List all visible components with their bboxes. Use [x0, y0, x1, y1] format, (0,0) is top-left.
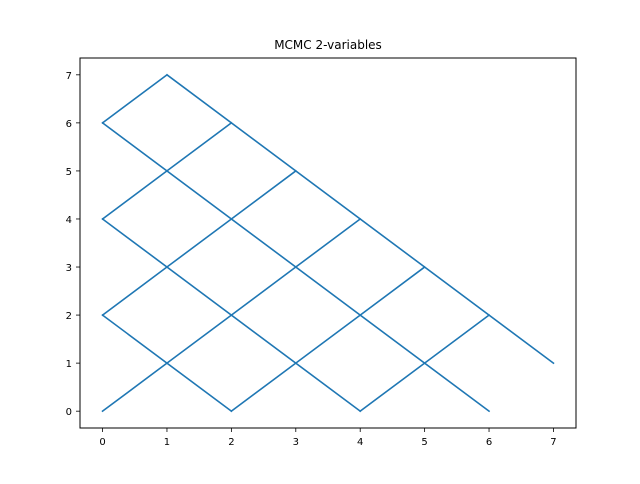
x-tick-label: 4	[357, 437, 363, 448]
series-line-segment	[101, 121, 491, 413]
plot-area	[101, 73, 555, 413]
y-tick-label: 6	[66, 119, 72, 130]
x-tick-label: 2	[228, 437, 234, 448]
chart-title: MCMC 2-variables	[274, 38, 382, 52]
series-line-segment	[165, 73, 555, 365]
y-axis: 0 1 2 3 4 5 6 7	[66, 71, 80, 418]
series-line-segment	[101, 313, 233, 413]
x-tick-label: 7	[550, 437, 556, 448]
x-tick-label: 0	[99, 437, 105, 448]
y-tick-label: 0	[66, 407, 72, 418]
y-tick-label: 3	[66, 263, 72, 274]
y-tick-label: 2	[66, 311, 72, 322]
x-tick-label: 6	[486, 437, 492, 448]
x-axis: 0 1 2 3 4 5 6 7	[99, 428, 557, 448]
y-tick-label: 1	[66, 359, 72, 370]
series-line-segment	[230, 265, 426, 413]
series-line-segment	[101, 169, 297, 317]
y-tick-label: 5	[66, 167, 72, 178]
series-line-segment	[101, 217, 362, 413]
x-tick-label: 5	[421, 437, 427, 448]
x-tick-label: 3	[293, 437, 299, 448]
series-line-segment	[101, 73, 169, 124]
y-tick-label: 7	[66, 71, 72, 82]
x-tick-label: 1	[164, 437, 170, 448]
y-tick-label: 4	[66, 215, 72, 226]
axes-frame	[79, 57, 577, 429]
